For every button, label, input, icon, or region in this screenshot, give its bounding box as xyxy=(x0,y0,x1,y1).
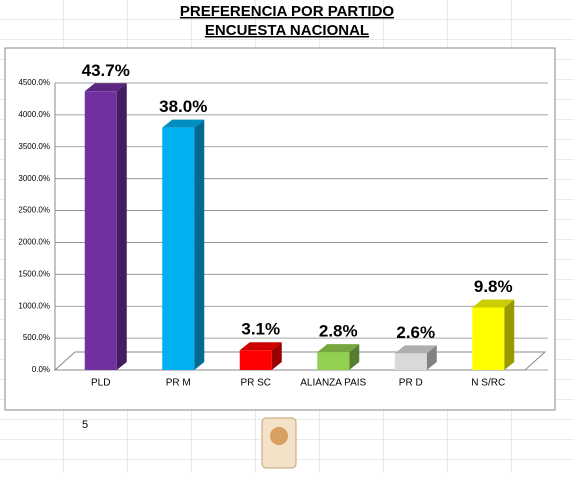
y-tick-label: 500.0% xyxy=(23,333,50,342)
value-label: 2.8% xyxy=(319,322,358,341)
bar-top xyxy=(317,344,360,353)
cell-text: 5 xyxy=(82,419,88,431)
value-label: 3.1% xyxy=(241,320,280,339)
bar xyxy=(394,353,427,370)
bar-top xyxy=(84,83,127,92)
y-tick-label: 3500.0% xyxy=(18,142,50,151)
bar-top xyxy=(162,119,205,128)
x-tick-label: PLD xyxy=(91,378,110,389)
floor xyxy=(53,351,547,371)
bar xyxy=(239,350,272,370)
x-tick-label: PR D xyxy=(399,378,423,389)
bar-side xyxy=(349,344,360,370)
value-label: 43.7% xyxy=(82,61,130,80)
y-tick-label: 1000.0% xyxy=(18,301,50,310)
x-tick-label: N S/RC xyxy=(471,378,505,389)
bar-side xyxy=(271,342,282,370)
bar xyxy=(472,307,505,370)
y-tick-label: 2000.0% xyxy=(18,238,50,247)
bar xyxy=(84,91,117,371)
y-tick-label: 0.0% xyxy=(32,365,50,374)
bar-side xyxy=(504,299,515,370)
logo xyxy=(261,417,297,469)
x-tick-label: PR SC xyxy=(240,378,271,389)
value-label: 9.8% xyxy=(474,277,513,296)
y-tick-label: 4000.0% xyxy=(18,110,50,119)
y-tick-label: 2500.0% xyxy=(18,206,50,215)
x-tick-label: ALIANZA PAIS xyxy=(300,378,366,389)
bar-side xyxy=(426,345,437,370)
chart-title: PREFERENCIA POR PARTIDO xyxy=(180,3,395,20)
bar xyxy=(162,127,195,371)
x-tick-label: PR M xyxy=(166,378,191,389)
bar-side xyxy=(116,83,127,371)
bar xyxy=(317,352,350,370)
chart-subtitle: ENCUESTA NACIONAL xyxy=(205,22,369,39)
bar-top xyxy=(472,299,515,308)
y-tick-label: 3000.0% xyxy=(18,174,50,183)
value-label: 38.0% xyxy=(159,97,207,116)
value-label: 2.6% xyxy=(396,323,435,342)
bar-top xyxy=(394,345,437,354)
y-tick-label: 4500.0% xyxy=(18,78,50,87)
bar-top xyxy=(239,342,282,351)
y-tick-label: 1500.0% xyxy=(18,269,50,278)
bar-side xyxy=(194,119,205,371)
